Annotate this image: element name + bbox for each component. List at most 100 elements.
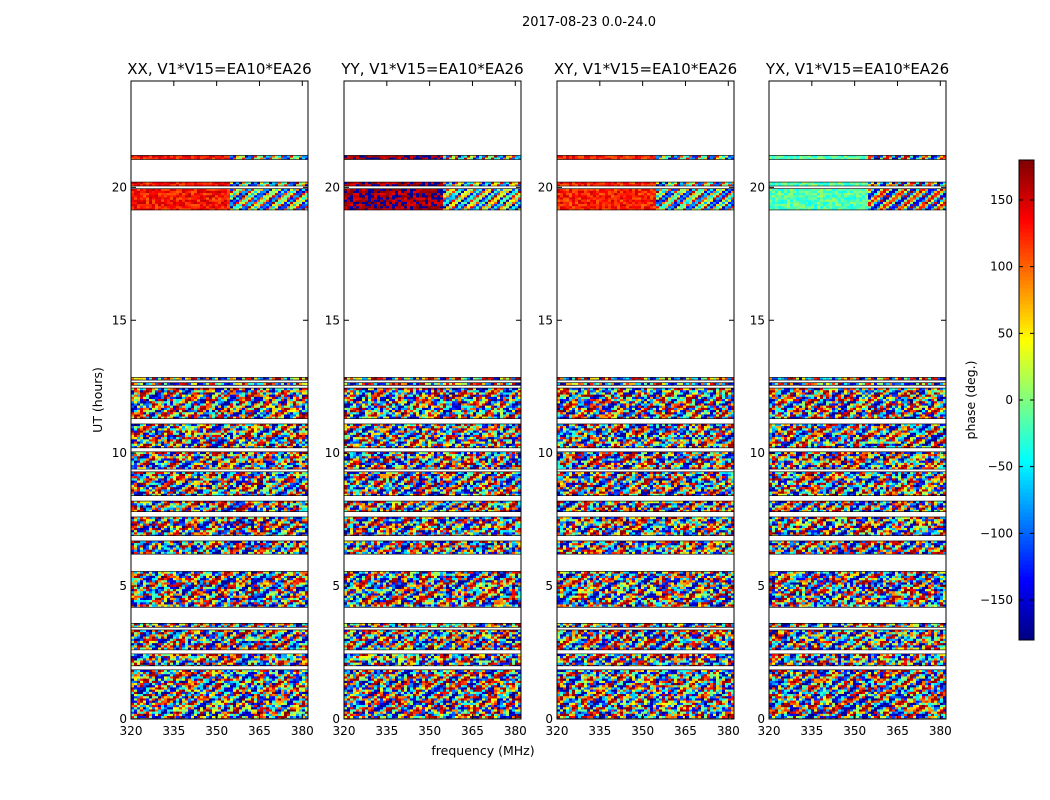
colorbar-segment bbox=[1019, 312, 1034, 317]
phase-image bbox=[131, 155, 308, 719]
colorbar-segment bbox=[1019, 384, 1034, 389]
y-tick-label: 10 bbox=[750, 446, 765, 460]
phase-image bbox=[557, 155, 734, 719]
colorbar-segment bbox=[1019, 248, 1034, 253]
data-band bbox=[344, 540, 521, 555]
data-band bbox=[131, 423, 308, 449]
colorbar-segment bbox=[1019, 612, 1034, 617]
data-band bbox=[131, 500, 308, 512]
y-tick-label: 5 bbox=[545, 579, 553, 593]
data-band bbox=[769, 423, 946, 449]
x-tick-label: 380 bbox=[717, 724, 740, 738]
x-tick-label: 365 bbox=[674, 724, 697, 738]
data-band bbox=[131, 516, 308, 536]
x-tick-label: 335 bbox=[162, 724, 185, 738]
colorbar-segment bbox=[1019, 172, 1034, 177]
colorbar-segment bbox=[1019, 580, 1034, 585]
y-tick-label: 15 bbox=[538, 313, 553, 327]
data-band bbox=[769, 181, 946, 187]
y-tick-label: 5 bbox=[332, 579, 340, 593]
colorbar-segment bbox=[1019, 604, 1034, 609]
data-band bbox=[557, 188, 734, 211]
colorbar-segment bbox=[1019, 372, 1034, 377]
data-band bbox=[557, 377, 734, 381]
data-band bbox=[769, 387, 946, 419]
data-band bbox=[769, 540, 946, 555]
colorbar-segment bbox=[1019, 452, 1034, 457]
data-band bbox=[131, 540, 308, 555]
colorbar-segment bbox=[1019, 584, 1034, 589]
colorbar-segment bbox=[1019, 424, 1034, 429]
data-band bbox=[344, 653, 521, 667]
colorbar-segment bbox=[1019, 576, 1034, 581]
colorbar-segment bbox=[1019, 328, 1034, 333]
x-tick-label: 380 bbox=[291, 724, 314, 738]
x-tick-label: 350 bbox=[631, 724, 654, 738]
y-tick-label: 10 bbox=[538, 446, 553, 460]
data-band bbox=[769, 571, 946, 608]
colorbar-segment bbox=[1019, 492, 1034, 497]
data-band bbox=[557, 516, 734, 536]
data-band bbox=[557, 669, 734, 719]
colorbar-segment bbox=[1019, 180, 1034, 185]
data-band bbox=[344, 155, 521, 160]
colorbar-segment bbox=[1019, 352, 1034, 357]
data-band bbox=[769, 500, 946, 512]
data-band bbox=[344, 377, 521, 381]
colorbar-segment bbox=[1019, 340, 1034, 345]
phase-image bbox=[344, 155, 521, 719]
y-tick-label: 20 bbox=[325, 180, 340, 194]
colorbar-segment bbox=[1019, 240, 1034, 245]
panel-title: YX, V1*V15=EA10*EA26 bbox=[765, 60, 949, 78]
colorbar-segment bbox=[1019, 628, 1034, 633]
colorbar-tick-label: −50 bbox=[988, 460, 1013, 474]
x-tick-label: 350 bbox=[843, 724, 866, 738]
colorbar-segment bbox=[1019, 244, 1034, 249]
x-tick-label: 320 bbox=[546, 724, 569, 738]
colorbar-segment bbox=[1019, 276, 1034, 281]
colorbar-segment bbox=[1019, 592, 1034, 597]
y-tick-label: 15 bbox=[325, 313, 340, 327]
data-band bbox=[344, 382, 521, 386]
panel-0: XX, V1*V15=EA10*EA26 320 335 350 365 380 0 5 10 1… bbox=[112, 60, 314, 738]
data-band bbox=[769, 669, 946, 719]
data-band bbox=[131, 629, 308, 651]
colorbar-segment bbox=[1019, 196, 1034, 201]
y-tick-label: 10 bbox=[325, 446, 340, 460]
colorbar-segment bbox=[1019, 460, 1034, 465]
panel-frame bbox=[130, 80, 309, 720]
colorbar-segment bbox=[1019, 520, 1034, 525]
phase-image bbox=[769, 155, 946, 719]
y-tick-label: 0 bbox=[119, 712, 127, 726]
colorbar-segment bbox=[1019, 528, 1034, 533]
colorbar-segment bbox=[1019, 344, 1034, 349]
data-band bbox=[344, 423, 521, 449]
data-band bbox=[769, 382, 946, 386]
colorbar-segment bbox=[1019, 252, 1034, 257]
colorbar-segment bbox=[1019, 228, 1034, 233]
colorbar-segment bbox=[1019, 516, 1034, 521]
data-band bbox=[344, 571, 521, 608]
colorbar-segment bbox=[1019, 324, 1034, 329]
data-band bbox=[344, 669, 521, 719]
colorbar-segment bbox=[1019, 504, 1034, 509]
x-tick-label: 365 bbox=[461, 724, 484, 738]
x-tick-label: 380 bbox=[504, 724, 527, 738]
colorbar-segment bbox=[1019, 412, 1034, 417]
colorbar-segment bbox=[1019, 264, 1034, 269]
y-tick-label: 20 bbox=[750, 180, 765, 194]
colorbar-segment bbox=[1019, 428, 1034, 433]
data-band bbox=[769, 629, 946, 651]
x-axis-label: frequency (MHz) bbox=[431, 743, 534, 758]
data-band bbox=[344, 188, 521, 211]
colorbar-segment bbox=[1019, 624, 1034, 629]
data-band bbox=[131, 669, 308, 719]
panel-1: YY, V1*V15=EA10*EA26 320 335 350 365 380 0 5 10 1… bbox=[325, 60, 527, 738]
x-tick-label: 365 bbox=[886, 724, 909, 738]
x-tick-label: 335 bbox=[800, 724, 823, 738]
colorbar-segment bbox=[1019, 368, 1034, 373]
colorbar-segment bbox=[1019, 404, 1034, 409]
data-band bbox=[131, 471, 308, 497]
data-band bbox=[131, 387, 308, 419]
colorbar-tick-label: 150 bbox=[990, 193, 1013, 207]
